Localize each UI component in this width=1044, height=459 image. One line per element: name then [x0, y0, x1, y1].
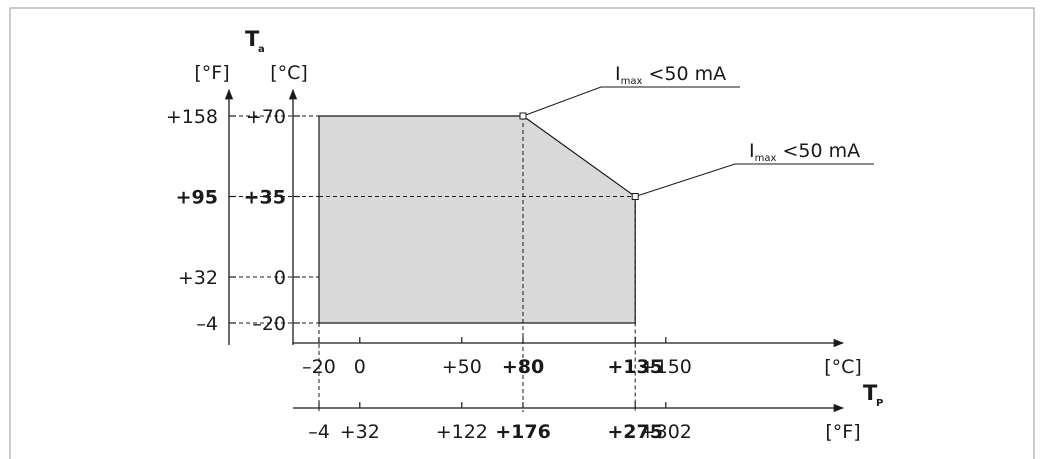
y-tick-label-f: +95 [176, 187, 218, 209]
x-tick-label-c: +135 [607, 356, 663, 378]
y-tick-label-f: +32 [178, 267, 218, 289]
x-unit-fahrenheit: [°F] [825, 421, 860, 443]
x-tick-label-c: +80 [502, 356, 544, 378]
annotation-marker [631, 193, 639, 200]
operating-region [318, 115, 636, 324]
annotation-label: Imax <50 mA [749, 140, 860, 164]
figure-frame [9, 7, 1035, 459]
x-axis-name: T [863, 381, 878, 405]
y-tick-label-f: +158 [166, 106, 218, 128]
annotation-marker [519, 112, 527, 120]
y-tick-label-c: 0 [274, 267, 286, 289]
y-unit-fahrenheit: [°F] [194, 62, 229, 84]
y-axis-name: T [245, 27, 260, 51]
x-tick-label-c: +150 [640, 356, 692, 378]
x-axis-subscript: P [876, 398, 883, 409]
x-tick-label-f: +176 [495, 421, 551, 443]
y-unit-celsius: [°C] [270, 62, 308, 84]
annotation-label: Imax <50 mA [615, 63, 726, 87]
x-tick-label-f: +302 [640, 421, 692, 443]
x-tick-label-f: +122 [436, 421, 488, 443]
x-tick-label-c: 0 [354, 356, 366, 378]
x-tick-label-f: –4 [308, 421, 330, 443]
x-tick-label-c: –20 [302, 356, 336, 378]
y-tick-label-c: –20 [252, 313, 286, 335]
y-axis-subscript: a [258, 44, 265, 55]
y-tick-label-f: –4 [196, 313, 218, 335]
x-tick-label-f: +275 [607, 421, 663, 443]
y-tick-label-c: +70 [246, 106, 286, 128]
x-unit-celsius: [°C] [824, 356, 862, 378]
annotation-leader [635, 163, 874, 197]
y-tick-label-c: +35 [244, 187, 286, 209]
annotation-leader [522, 86, 740, 117]
x-tick-label-f: +32 [340, 421, 380, 443]
x-tick-label-c: +50 [442, 356, 482, 378]
